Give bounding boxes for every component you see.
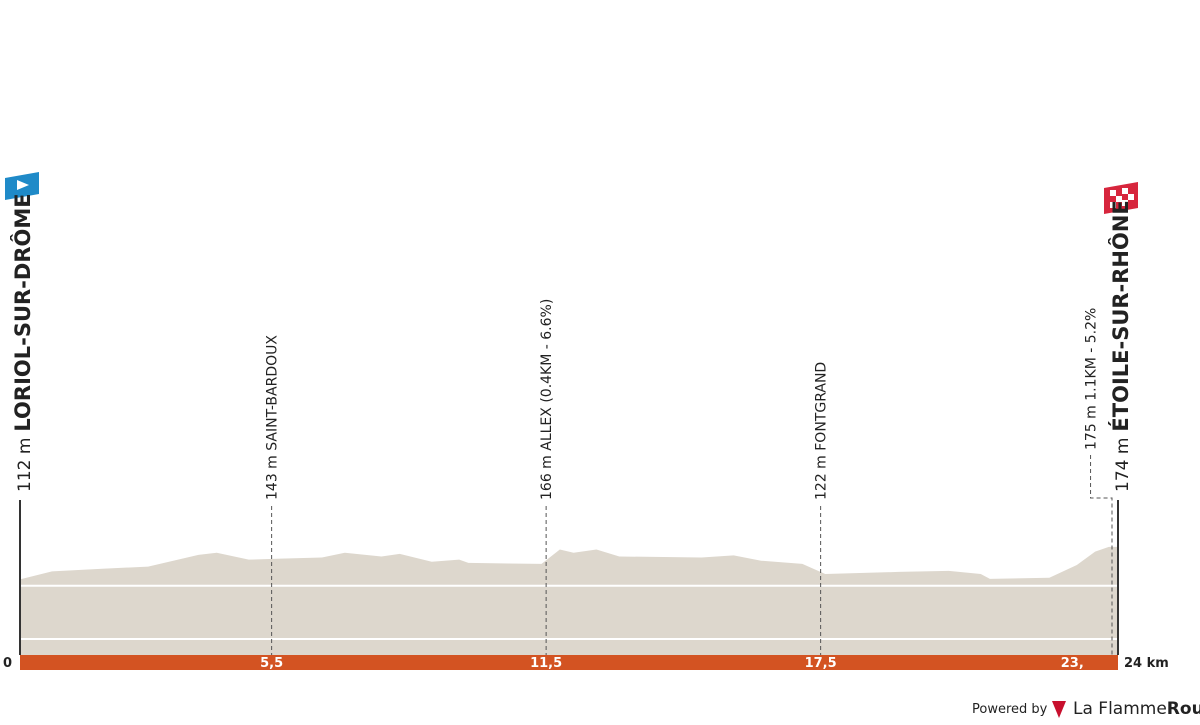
- waypoint-label: 143 m SAINT-BARDOUX: [265, 335, 281, 500]
- waypoint-label: 166 m ALLEX (0.4KM - 6.6%): [539, 299, 555, 500]
- brand: La FlammeRouge: [1073, 699, 1200, 719]
- brand-logo: [1052, 701, 1066, 718]
- endpoint-name: LORIOL-SUR-DRÔME: [10, 193, 35, 431]
- endpoint-name: ÉTOILE-SUR-RHÔNE: [1108, 200, 1133, 431]
- endpoint-label: 174 m ÉTOILE-SUR-RHÔNE: [1108, 200, 1133, 492]
- climb-label: 175 m 1.1KM - 5.2%: [1084, 308, 1100, 450]
- x-tick-label: 17,5: [805, 656, 837, 671]
- x-tick-label: 23,: [1061, 656, 1084, 671]
- start-flag: [5, 172, 39, 200]
- endpoint-elevation: 112 m: [15, 438, 35, 492]
- powered-by: Powered by: [972, 702, 1048, 717]
- finish-flag: [1104, 182, 1138, 214]
- endpoint-label: 112 m LORIOL-SUR-DRÔME: [10, 193, 35, 492]
- endpoint-elevation: 174 m: [1113, 438, 1133, 492]
- elevation-area: [20, 546, 1118, 655]
- x-tick-label: 5,5: [260, 656, 283, 671]
- waypoint-label: 122 m FONTGRAND: [814, 362, 830, 500]
- distance-axis: [20, 655, 1118, 670]
- x-tick-label: 0: [3, 656, 12, 671]
- x-tick-label: 11,5: [530, 656, 562, 671]
- x-tick-label: 24 km: [1124, 656, 1169, 671]
- climb-line: [1090, 455, 1113, 655]
